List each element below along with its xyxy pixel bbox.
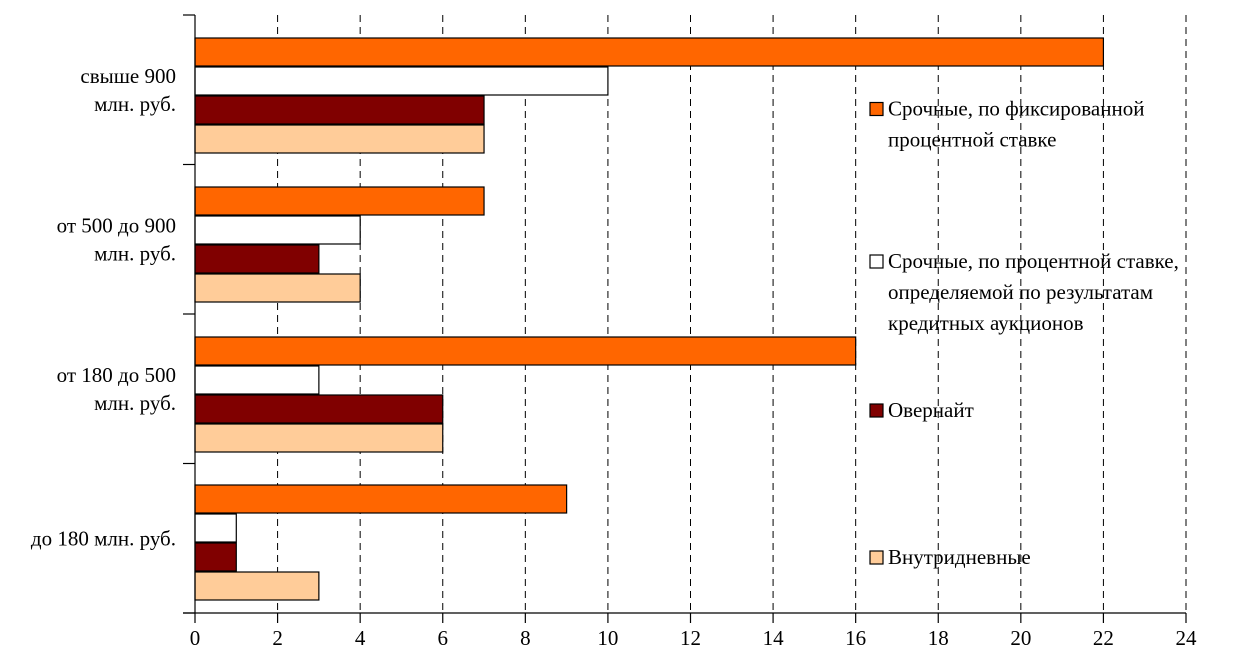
x-tick-label: 20: [1010, 626, 1031, 650]
legend-label: процентной ставке: [888, 128, 1056, 152]
category-label: млн. руб.: [94, 241, 176, 265]
legend: Срочные, по фиксированной процентной став…: [869, 97, 1179, 569]
category-label: от 180 до 500: [57, 363, 176, 387]
x-tick-label: 2: [272, 626, 283, 650]
bar: [194, 336, 857, 366]
x-tick-label: 22: [1093, 626, 1114, 650]
legend-label: Внутридневные: [888, 545, 1031, 569]
x-tick-label: 14: [763, 626, 785, 650]
x-tick-label: 18: [928, 626, 949, 650]
legend-label: определяемой по результатам: [888, 280, 1153, 304]
category-labels: свыше 900 млн. руб. от 500 до 900 млн. руб.…: [31, 64, 176, 551]
bar: [194, 37, 1105, 67]
legend-label: Овернайт: [888, 398, 974, 422]
x-tick-label: 12: [680, 626, 701, 650]
x-tick-label: 24: [1176, 626, 1198, 650]
bar: [194, 484, 568, 514]
x-tick-label: 8: [520, 626, 531, 650]
bar: [194, 66, 609, 96]
legend-swatch: [869, 550, 884, 565]
bar: [194, 423, 444, 453]
category-label: свыше 900: [80, 64, 176, 88]
legend-swatch: [869, 101, 884, 117]
legend-label: Срочные, по фиксированной: [888, 97, 1144, 121]
bar: [194, 542, 237, 572]
axes: [183, 14, 1187, 623]
bar: [194, 244, 320, 274]
bar: [194, 513, 237, 543]
bars: [194, 37, 1105, 601]
bar: [194, 273, 361, 303]
legend-label: кредитных аукционов: [888, 311, 1084, 335]
bar: [194, 215, 361, 245]
bar: [194, 571, 320, 601]
legend-swatch: [869, 254, 884, 269]
bar: [194, 95, 485, 125]
category-label: до 180 млн. руб.: [31, 526, 176, 550]
x-tick-label: 0: [190, 626, 201, 650]
x-tick-labels: 0 2 4 6 8 10 12 14 16 18 20 22 24: [190, 626, 1197, 650]
x-tick-label: 16: [845, 626, 866, 650]
x-tick-label: 4: [355, 626, 366, 650]
x-tick-label: 6: [438, 626, 449, 650]
bar: [194, 186, 485, 216]
category-label: млн. руб.: [94, 92, 176, 116]
x-tick-label: 10: [597, 626, 618, 650]
bar: [194, 124, 485, 154]
category-label: млн. руб.: [94, 391, 176, 415]
bar: [194, 394, 444, 424]
legend-label: Срочные, по процентной ставке,: [888, 249, 1179, 273]
legend-swatch: [869, 403, 884, 418]
category-label: от 500 до 900: [57, 213, 176, 237]
bar: [194, 365, 320, 395]
